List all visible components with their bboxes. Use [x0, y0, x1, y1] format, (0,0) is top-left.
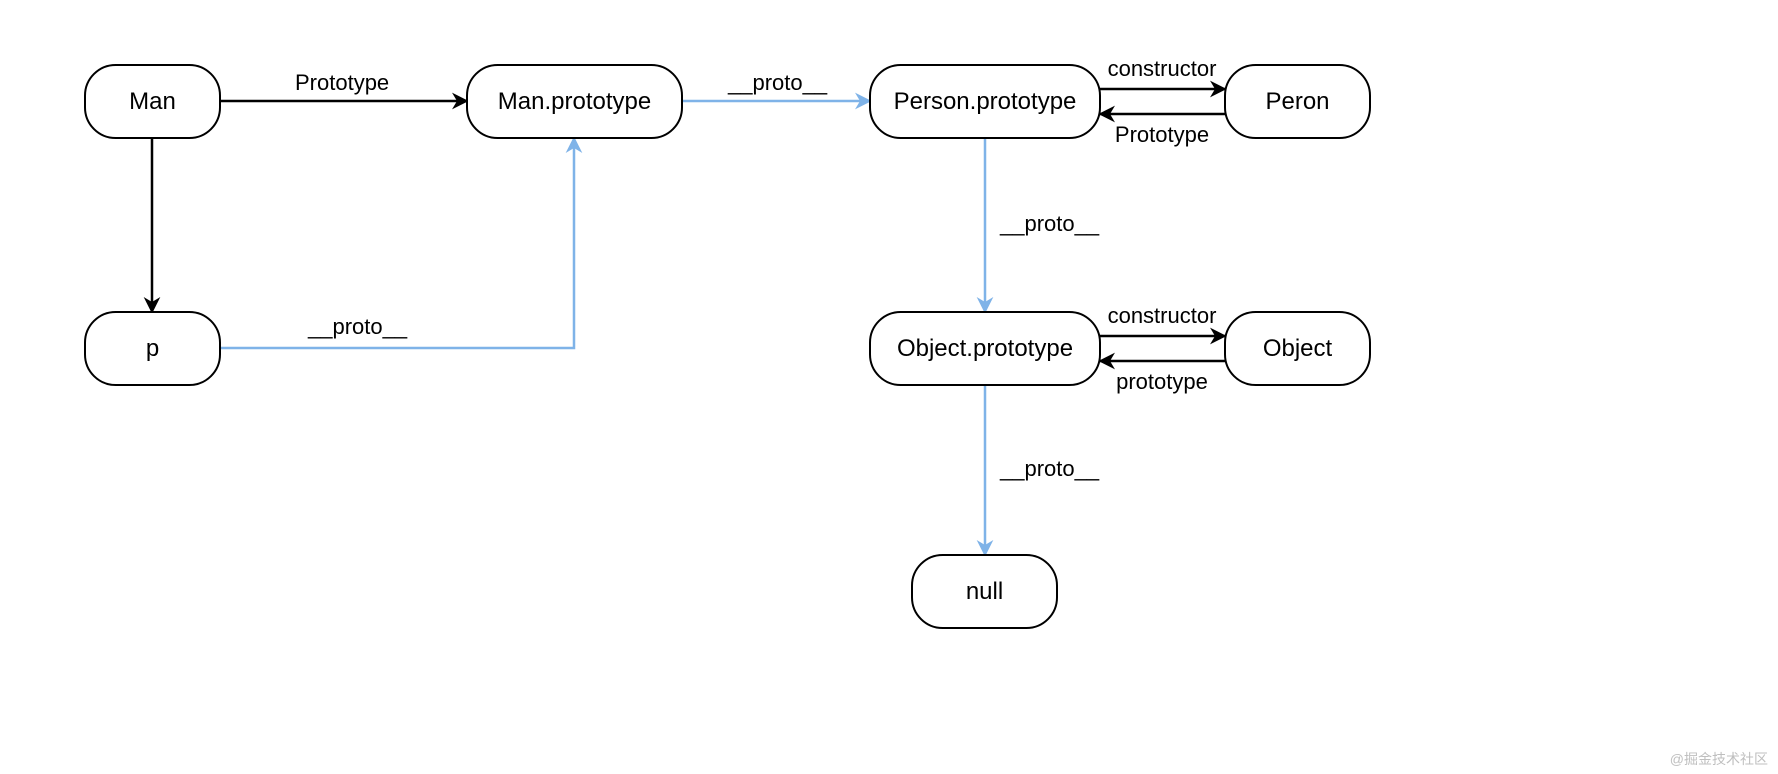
watermark-text: @掘金技术社区 [1670, 751, 1768, 767]
node-label-man: Man [129, 88, 176, 115]
node-label-manProto: Man.prototype [498, 88, 651, 115]
node-label-null: null [966, 578, 1003, 605]
edge-label-objProto-to-object: constructor [1108, 303, 1217, 328]
edge-label-objProto-to-null: __proto__ [999, 456, 1100, 481]
edge-label-personProto-to-peron: constructor [1108, 56, 1217, 81]
node-label-object: Object [1263, 335, 1333, 362]
edge-label-personProto-to-objProto: __proto__ [999, 211, 1100, 236]
edge-label-object-to-objProto: prototype [1116, 369, 1208, 394]
node-label-objProto: Object.prototype [897, 335, 1073, 362]
edge-label-peron-to-personProto: Prototype [1115, 122, 1209, 147]
edge-label-p-to-manProto: __proto__ [307, 314, 408, 339]
node-label-peron: Peron [1265, 88, 1329, 115]
node-label-personProto: Person.prototype [894, 88, 1077, 115]
node-label-p: p [146, 335, 159, 362]
edge-label-man-to-manProto: Prototype [295, 70, 389, 95]
prototype-chain-diagram: Man p Man.prototype Person.prototype Peron Ob… [0, 0, 1778, 774]
edge-label-manProto-to-personProto: __proto__ [727, 70, 828, 95]
